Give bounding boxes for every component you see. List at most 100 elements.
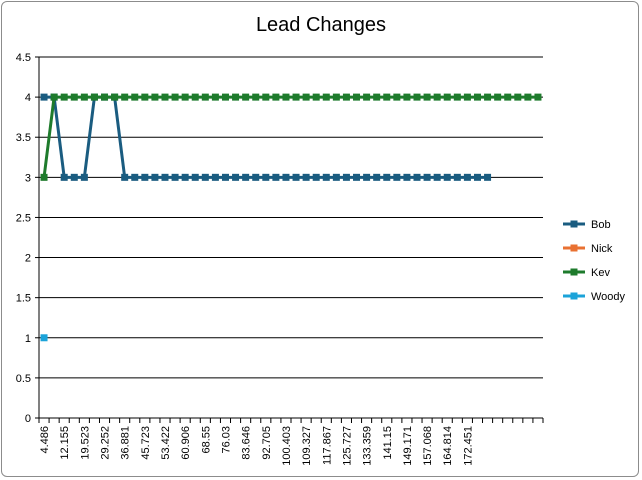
data-point [443, 93, 451, 101]
x-tick-label: 141.15 [382, 426, 394, 460]
data-point [121, 93, 129, 101]
x-tick-label: 133.359 [362, 426, 374, 466]
x-tick-label: 19.523 [79, 426, 91, 460]
x-tick-label: 12.155 [59, 426, 71, 460]
data-point [363, 173, 371, 181]
data-point [433, 93, 441, 101]
data-point [373, 173, 381, 181]
data-point [141, 93, 149, 101]
series-lines [40, 93, 542, 342]
y-tick-label: 3 [25, 172, 31, 184]
data-point [423, 93, 431, 101]
data-point [443, 173, 451, 181]
data-point [40, 334, 48, 342]
data-point [151, 173, 159, 181]
data-point [201, 93, 209, 101]
data-point [473, 93, 481, 101]
y-tick-label: 0.5 [16, 373, 31, 385]
data-point [363, 93, 371, 101]
data-point [141, 173, 149, 181]
data-point [524, 93, 532, 101]
x-tick-label: 157.068 [422, 426, 434, 466]
data-point [221, 173, 229, 181]
x-tick-label: 83.646 [241, 426, 253, 460]
data-point [252, 93, 260, 101]
legend-marker [570, 220, 578, 228]
data-point [393, 93, 401, 101]
data-point [473, 173, 481, 181]
data-point [131, 173, 139, 181]
data-point [272, 173, 280, 181]
data-point [484, 93, 492, 101]
data-point [312, 173, 320, 181]
data-point [161, 93, 169, 101]
data-point [504, 93, 512, 101]
data-point [413, 173, 421, 181]
data-point [242, 93, 250, 101]
series-woody [40, 334, 48, 342]
data-point [262, 173, 270, 181]
x-tick-label: 4.486 [39, 426, 51, 454]
x-tick-label: 36.881 [120, 426, 132, 460]
data-point [383, 173, 391, 181]
y-tick-label: 1.5 [16, 293, 31, 305]
data-point [453, 173, 461, 181]
legend-item-bob: Bob [563, 219, 611, 231]
data-point [332, 173, 340, 181]
data-point [403, 173, 411, 181]
legend-item-kev: Kev [563, 267, 610, 279]
x-tick-label: 164.814 [442, 426, 454, 466]
series-kev [40, 93, 542, 181]
data-point [191, 93, 199, 101]
data-point [181, 93, 189, 101]
data-point [353, 93, 361, 101]
legend-marker [570, 292, 578, 300]
legend-label: Nick [591, 243, 613, 255]
data-point [60, 173, 68, 181]
legend-item-nick: Nick [563, 243, 613, 255]
data-point [413, 93, 421, 101]
data-point [494, 93, 502, 101]
data-point [211, 173, 219, 181]
data-point [332, 93, 340, 101]
axes: 0 0.5 1 1.5 2 2.5 3 3.5 4 4.5 4.486 12.155 19.523 29.… [16, 52, 544, 466]
data-point [453, 93, 461, 101]
data-point [292, 173, 300, 181]
data-point [232, 93, 240, 101]
x-tick-label: 109.327 [301, 426, 313, 466]
data-point [534, 93, 542, 101]
data-point [282, 93, 290, 101]
y-tick-label: 2.5 [16, 212, 31, 224]
x-tick-label: 125.727 [341, 426, 353, 466]
data-point [131, 93, 139, 101]
legend-marker [570, 244, 578, 252]
y-tick-label: 1 [25, 333, 31, 345]
x-tick-label: 45.723 [140, 426, 152, 460]
x-tick-label: 92.705 [261, 426, 273, 460]
data-point [111, 93, 119, 101]
data-point [171, 173, 179, 181]
x-tick-label: 100.403 [281, 426, 293, 466]
data-point [423, 173, 431, 181]
legend-label: Woody [591, 291, 626, 303]
data-point [60, 93, 68, 101]
data-point [50, 93, 58, 101]
data-point [383, 93, 391, 101]
x-tick-label: 76.03 [220, 426, 232, 454]
data-point [373, 93, 381, 101]
legend: Bob Nick Kev Woody [563, 219, 626, 303]
y-tick-label: 0 [25, 413, 31, 425]
y-tick-label: 4.5 [16, 52, 31, 64]
data-point [242, 173, 250, 181]
y-tick-label: 2 [25, 253, 31, 265]
data-point [40, 173, 48, 181]
data-point [70, 93, 78, 101]
x-tick-label: 29.252 [100, 426, 112, 460]
data-point [191, 173, 199, 181]
data-point [262, 93, 270, 101]
data-point [342, 93, 350, 101]
data-point [221, 93, 229, 101]
x-tick-label: 149.171 [402, 426, 414, 466]
